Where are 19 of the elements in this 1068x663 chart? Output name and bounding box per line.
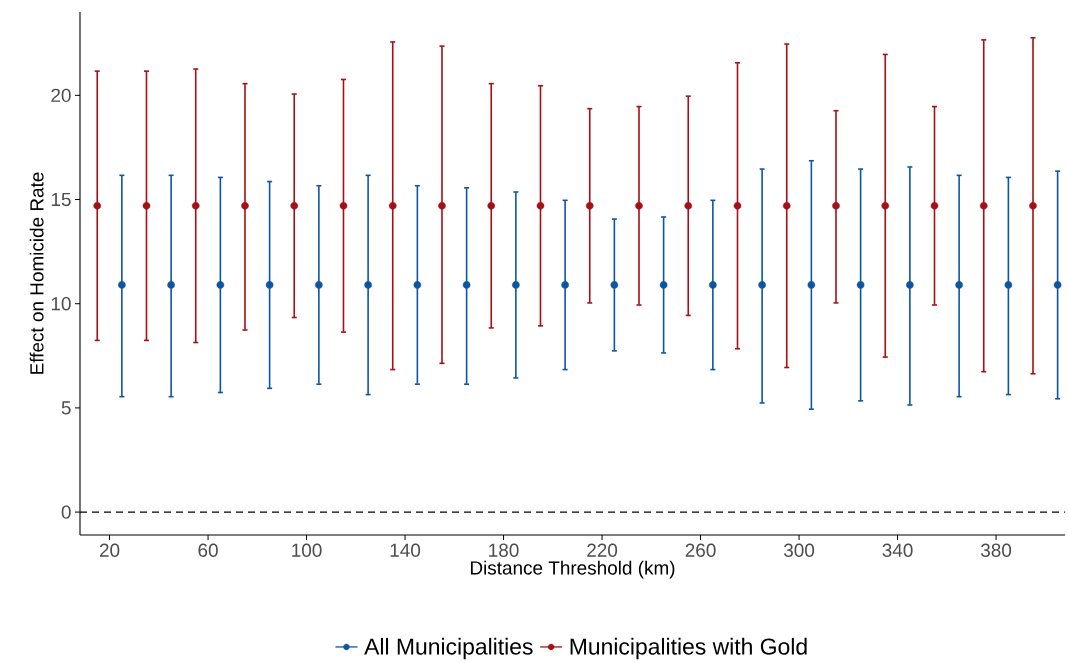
x-tick-label: 180 <box>489 543 519 557</box>
x-tick-label: 340 <box>882 543 913 557</box>
y-tick-label: 20 <box>51 88 71 103</box>
x-tick-label: 380 <box>980 543 1012 557</box>
y-tick-label: 10 <box>51 297 71 311</box>
y-tick-label: 5 <box>61 401 71 415</box>
y-axis-title: Effect on Homicide Rate <box>29 172 44 374</box>
x-tick-label: 140 <box>390 543 421 557</box>
x-tick-label: 100 <box>292 543 322 557</box>
y-tick-label: 0 <box>61 505 71 519</box>
legend-label: Municipalities with Gold <box>570 637 807 660</box>
x-tick-label: 20 <box>99 543 120 557</box>
y-tick-label: 15 <box>51 192 71 207</box>
x-tick-label: 260 <box>685 543 716 557</box>
x-tick-label: 220 <box>587 543 618 557</box>
x-axis-title: Distance Threshold (km) <box>470 560 675 579</box>
x-tick-label: 300 <box>783 543 815 557</box>
legend-label: All Municipalities <box>364 637 533 660</box>
x-tick-label: 60 <box>198 543 218 557</box>
